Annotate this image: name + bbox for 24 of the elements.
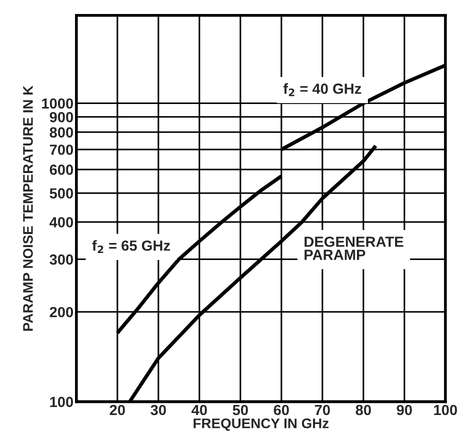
y-tick-label: 1000 (42, 98, 74, 109)
x-tick-label: 70 (314, 404, 330, 416)
y-tick-label: 300 (50, 254, 74, 265)
y-tick-label: 900 (50, 112, 74, 122)
series-label: f$_{2}$ = 40 GHz (283, 83, 362, 96)
x-tick-label: 20 (110, 404, 125, 416)
y-axis-title: PARAMP NOISE TEMPERATURE IN K (23, 86, 33, 331)
x-tick-label: 30 (150, 404, 166, 416)
x-tick-label: 100 (434, 404, 457, 416)
x-tick-label: 80 (356, 404, 371, 416)
x-tick-label: 40 (192, 404, 207, 416)
y-tick-label: 700 (50, 144, 74, 155)
y-tick-label: 600 (50, 164, 74, 175)
y-tick-label: 200 (50, 306, 74, 318)
y-tick-label: 100 (50, 396, 74, 408)
y-tick-label: 800 (50, 127, 74, 138)
y-tick-label: 500 (50, 188, 74, 199)
x-tick-label: 60 (274, 404, 289, 416)
x-tick-label: 90 (396, 404, 412, 416)
series-label: f$_{2}$ = 65 GHz (92, 240, 170, 254)
x-axis-title: FREQUENCY IN GHz (194, 418, 329, 431)
y-tick-label: 400 (50, 217, 74, 228)
series-label: DEGENERATE PARAMP (304, 236, 404, 260)
x-tick-label: 50 (232, 404, 248, 416)
